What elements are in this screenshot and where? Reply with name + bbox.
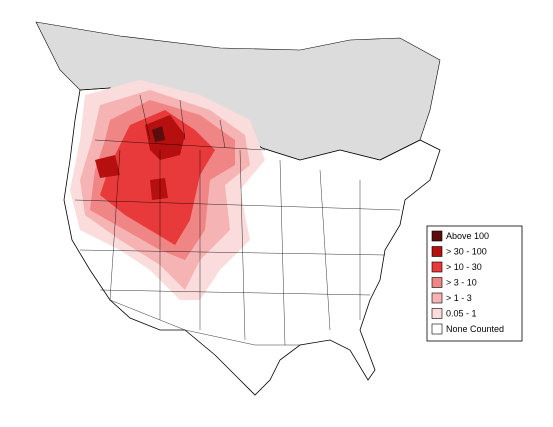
legend-swatch — [431, 323, 443, 335]
legend-swatch — [431, 261, 443, 273]
legend-label: > 1 - 3 — [446, 293, 472, 303]
borders — [74, 94, 401, 346]
legend-swatch — [431, 246, 443, 257]
legend: Above 100 > 30 - 100 > 10 - 30 > 3 - 10 > 1 … — [431, 230, 504, 335]
legend-swatch — [431, 277, 443, 288]
legend-label: > 3 - 10 — [446, 277, 477, 287]
land-outline — [63, 87, 441, 396]
legend-box — [426, 225, 523, 342]
legend-swatch — [431, 308, 443, 319]
abundance-layer — [70, 80, 265, 300]
legend-label: Above 100 — [446, 231, 489, 241]
legend-swatch — [431, 230, 443, 242]
legend-swatch — [431, 292, 443, 304]
legend-label: > 30 - 100 — [446, 246, 487, 256]
legend-label: 0.05 - 1 — [446, 308, 477, 318]
legend-label: > 10 - 30 — [446, 262, 482, 272]
legend-label: None Counted — [446, 324, 504, 334]
